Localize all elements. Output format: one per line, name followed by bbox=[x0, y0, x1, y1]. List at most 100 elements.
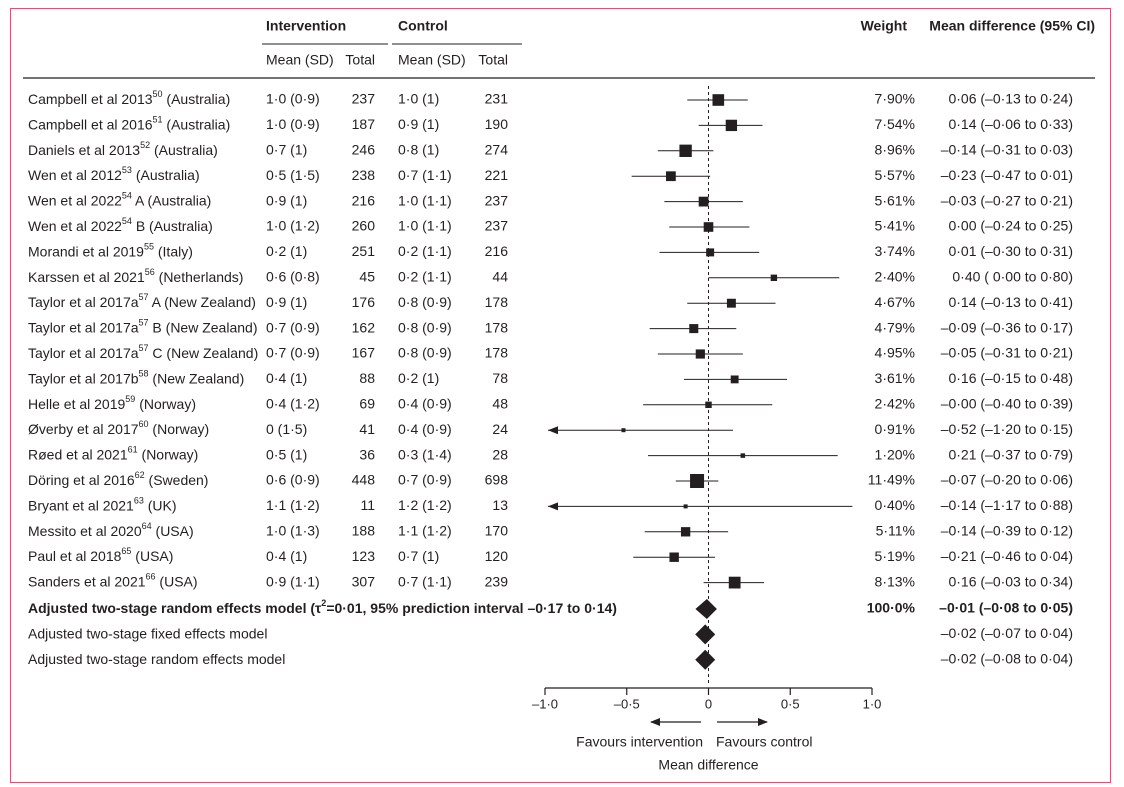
study-ci-text: –0·14 (–0·31 to 0·03) bbox=[941, 142, 1073, 158]
control-total: 170 bbox=[485, 523, 509, 539]
intervention-total: 238 bbox=[352, 167, 376, 183]
study-weight: 8·13% bbox=[875, 573, 915, 589]
intervention-mean-sd: 0·7 (0·9) bbox=[266, 345, 320, 361]
study-ci-text: 0·01 (–0·30 to 0·31) bbox=[948, 243, 1073, 259]
x-axis-tick-label: –0·5 bbox=[614, 696, 640, 711]
control-mean-sd: 0·7 (1·1) bbox=[398, 167, 452, 183]
control-mean-sd: 0·8 (0·9) bbox=[398, 294, 452, 310]
intervention-total: 36 bbox=[359, 446, 375, 462]
control-mean-sd: 0·2 (1) bbox=[398, 370, 439, 386]
intervention-total: 260 bbox=[352, 218, 376, 234]
pooled-ci-text: –0·02 (–0·07 to 0·04) bbox=[941, 625, 1073, 641]
favours-control-label: Favours control bbox=[716, 734, 812, 750]
study-point-estimate bbox=[712, 94, 725, 106]
intervention-total: 237 bbox=[352, 91, 376, 107]
study-label: Taylor et al 2017a57 A (New Zealand) bbox=[28, 293, 256, 310]
intervention-total: 448 bbox=[352, 472, 376, 488]
control-total: 216 bbox=[485, 243, 509, 259]
control-total: 221 bbox=[485, 167, 509, 183]
x-axis-tick-label: 0 bbox=[705, 696, 712, 711]
intervention-total: 167 bbox=[352, 345, 376, 361]
control-mean-sd: 0·7 (1) bbox=[398, 548, 439, 564]
study-ci-text: 0·16 (–0·15 to 0·48) bbox=[948, 370, 1073, 386]
study-label: Øverby et al 201760 (Norway) bbox=[28, 420, 209, 437]
x-axis-tick-label: 0·5 bbox=[781, 696, 800, 711]
control-total: 698 bbox=[485, 472, 509, 488]
intervention-total: 246 bbox=[352, 142, 376, 158]
pooled-diamond bbox=[695, 624, 716, 645]
study-weight: 3·74% bbox=[875, 243, 915, 259]
study-label: Döring et al 201662 (Sweden) bbox=[28, 470, 208, 487]
study-weight: 1·20% bbox=[875, 446, 915, 462]
control-total: 239 bbox=[485, 573, 509, 589]
study-point-estimate bbox=[730, 375, 739, 384]
study-weight: 5·11% bbox=[876, 523, 915, 539]
pooled-diamond bbox=[695, 599, 717, 619]
favours-intervention-arrowhead bbox=[650, 718, 660, 726]
control-total: 28 bbox=[492, 446, 508, 462]
control-mean-sd: 0·8 (0·9) bbox=[398, 345, 452, 361]
study-point-estimate bbox=[680, 527, 691, 537]
header-control-mean-sd: Mean (SD) bbox=[398, 52, 466, 68]
ci-arrow-left bbox=[548, 426, 558, 435]
pooled-weight: 100·0% bbox=[867, 600, 916, 616]
favours-control-arrowhead bbox=[758, 718, 768, 726]
control-mean-sd: 0·4 (0·9) bbox=[398, 396, 452, 412]
study-label: Taylor et al 2017b58 (New Zealand) bbox=[28, 369, 244, 386]
intervention-total: 88 bbox=[359, 370, 375, 386]
control-mean-sd: 1·2 (1·2) bbox=[398, 497, 452, 513]
header-intervention-total: Total bbox=[345, 52, 375, 68]
study-weight: 8·96% bbox=[875, 142, 915, 158]
intervention-mean-sd: 1·0 (0·9) bbox=[266, 116, 320, 132]
intervention-mean-sd: 1·1 (1·2) bbox=[266, 497, 320, 513]
study-ci-text: –0·23 (–0·47 to 0·01) bbox=[941, 167, 1073, 183]
intervention-mean-sd: 0·6 (0·8) bbox=[266, 269, 320, 285]
study-label: Røed et al 202161 (Norway) bbox=[28, 445, 198, 462]
study-ci-text: –0·05 (–0·31 to 0·21) bbox=[941, 345, 1073, 361]
study-label: Bryant et al 202163 (UK) bbox=[28, 496, 177, 513]
control-mean-sd: 1·0 (1·1) bbox=[398, 218, 452, 234]
pooled-ci-text: –0·02 (–0·08 to 0·04) bbox=[941, 651, 1073, 667]
intervention-total: 162 bbox=[352, 319, 376, 335]
study-ci-text: –0·14 (–0·39 to 0·12) bbox=[941, 523, 1073, 539]
study-weight: 2·40% bbox=[875, 269, 915, 285]
study-weight: 11·49% bbox=[868, 472, 915, 488]
control-mean-sd: 0·4 (0·9) bbox=[398, 421, 452, 437]
study-point-estimate bbox=[706, 248, 715, 257]
control-total: 44 bbox=[492, 269, 508, 285]
intervention-mean-sd: 0·6 (0·9) bbox=[266, 472, 320, 488]
ci-arrow-left bbox=[548, 502, 558, 511]
control-mean-sd: 0·2 (1·1) bbox=[398, 269, 452, 285]
control-total: 190 bbox=[485, 116, 509, 132]
study-weight: 3·61% bbox=[875, 370, 915, 386]
control-total: 237 bbox=[485, 192, 509, 208]
study-weight: 4·79% bbox=[875, 319, 915, 335]
study-label: Daniels et al 201352 (Australia) bbox=[28, 140, 218, 157]
header-control-total: Total bbox=[478, 52, 508, 68]
intervention-mean-sd: 0·7 (0·9) bbox=[266, 319, 320, 335]
control-mean-sd: 0·8 (0·9) bbox=[398, 319, 452, 335]
study-label: Campbell et al 201651 (Australia) bbox=[28, 115, 230, 132]
intervention-mean-sd: 0·5 (1) bbox=[266, 446, 307, 462]
intervention-mean-sd: 1·0 (1·2) bbox=[266, 218, 320, 234]
header-intervention: Intervention bbox=[266, 18, 346, 34]
study-ci-text: –0·09 (–0·36 to 0·17) bbox=[941, 319, 1073, 335]
intervention-total: 187 bbox=[352, 116, 376, 132]
intervention-total: 69 bbox=[359, 396, 375, 412]
study-point-estimate bbox=[703, 222, 714, 232]
control-mean-sd: 1·0 (1·1) bbox=[398, 192, 452, 208]
study-point-estimate bbox=[669, 552, 679, 562]
control-total: 237 bbox=[485, 218, 509, 234]
intervention-mean-sd: 0·4 (1) bbox=[266, 370, 307, 386]
study-label: Sanders et al 202166 (USA) bbox=[28, 572, 198, 589]
study-weight: 5·61% bbox=[875, 192, 915, 208]
figure-frame bbox=[10, 8, 1111, 783]
intervention-total: 11 bbox=[360, 497, 375, 513]
study-label: Taylor et al 2017a57 C (New Zealand) bbox=[28, 343, 258, 360]
study-weight: 5·57% bbox=[875, 167, 915, 183]
intervention-total: 176 bbox=[352, 294, 376, 310]
study-ci-text: 0·14 (–0·06 to 0·33) bbox=[948, 116, 1073, 132]
intervention-mean-sd: 0·9 (1) bbox=[266, 192, 307, 208]
study-point-estimate bbox=[728, 576, 741, 589]
